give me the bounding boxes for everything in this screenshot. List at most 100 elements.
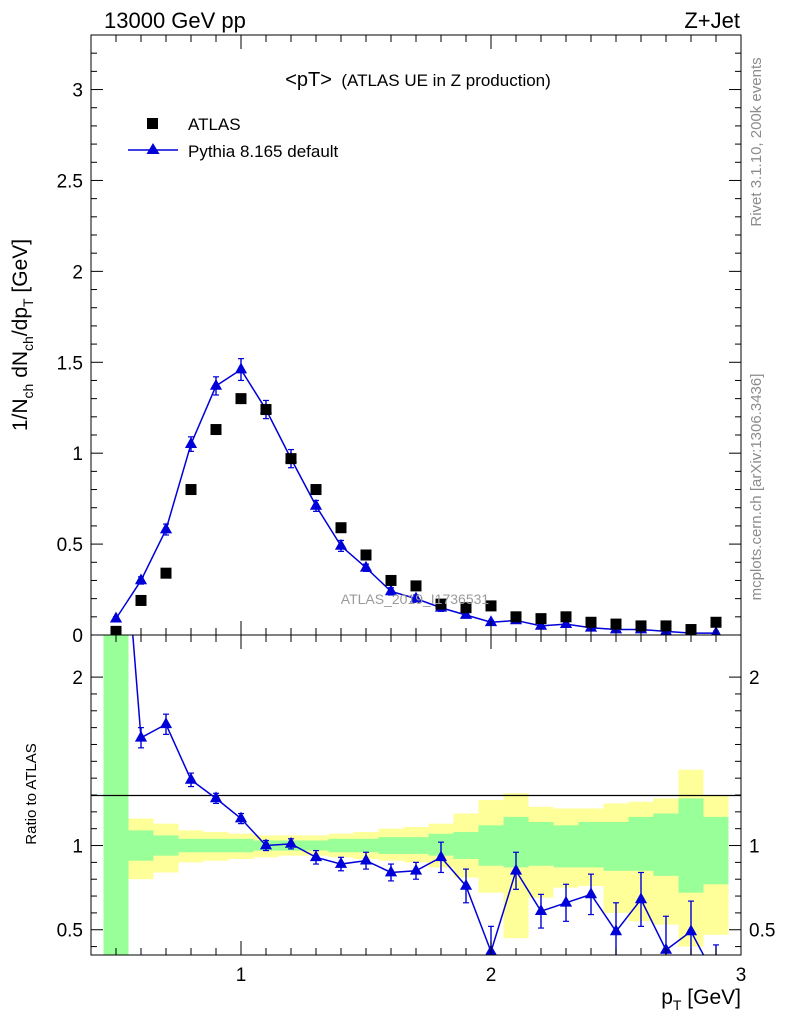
mc-point	[459, 608, 473, 619]
main-y-axis-label: 1/Nch dNch/dpT [GeV]	[9, 239, 36, 431]
mc-point	[134, 573, 148, 585]
mc-point	[334, 538, 348, 550]
main-y-tick-label: 2	[72, 262, 83, 283]
x-tick-label: 3	[736, 965, 747, 986]
ratio-band-green	[478, 825, 504, 866]
ratio-band-green	[403, 837, 429, 854]
atlas-point	[160, 567, 172, 579]
ratio-y-tick-label: 0.5	[57, 921, 83, 942]
ratio-y-tick-label: 1	[72, 837, 83, 858]
ratio-band-green	[153, 835, 179, 856]
ratio-band-green	[353, 838, 379, 853]
legend-atlas-marker	[147, 118, 158, 129]
ratio-point	[134, 730, 148, 742]
atlas-point	[710, 616, 722, 628]
ratio-band-green	[603, 821, 629, 871]
legend-mc-label: Pythia 8.165 default	[188, 142, 339, 161]
ratio-point	[184, 772, 198, 784]
mc-point	[159, 522, 173, 534]
ratio-point	[309, 850, 323, 862]
ratio-point	[559, 895, 573, 907]
ratio-point	[584, 887, 598, 899]
x-tick-label: 2	[486, 965, 497, 986]
main-panel: 0 0.5 1 1.5 2 2.5 3 <pT> (ATLAS UE in Z produc…	[9, 34, 742, 647]
mc-point	[109, 611, 123, 623]
ratio-y-tick-label-right: 0.5	[749, 921, 775, 942]
ratio-point	[259, 838, 273, 850]
ratio-band-green	[178, 838, 204, 853]
mc-point	[234, 362, 248, 374]
mc-point	[534, 618, 548, 630]
x-axis-label: pT [GeV]	[661, 986, 741, 1013]
atlas-point	[435, 598, 447, 610]
ratio-point	[509, 863, 523, 875]
ratio-band-green	[303, 840, 329, 851]
ratio-y-tick-label-right: 1	[749, 837, 760, 858]
ratio-point	[334, 857, 348, 868]
header-energy: 13000 GeV pp	[104, 8, 246, 33]
ratio-band-green	[228, 838, 254, 853]
ratio-band-green	[528, 821, 554, 866]
atlas-point	[485, 600, 497, 612]
ratio-band-green	[703, 816, 729, 885]
ratio-panel: 0.5 0.5 1 1 2 2 1 2 3 Ratio to ATLAS pT [GeV]	[23, 417, 775, 1013]
mc-point	[484, 615, 498, 627]
atlas-point	[210, 424, 222, 436]
ratio-frame	[90, 634, 742, 956]
ratio-point	[359, 853, 373, 865]
atlas-point	[310, 484, 322, 496]
rivet-label: Rivet 3.1.10, 200k events	[748, 57, 765, 226]
main-y-tick-label: 1.5	[57, 353, 83, 374]
ratio-band-green	[203, 838, 229, 853]
atlas-point	[585, 616, 597, 628]
legend-atlas-label: ATLAS	[188, 115, 241, 134]
ratio-band-green	[453, 832, 479, 859]
atlas-point	[410, 580, 422, 592]
mc-point	[559, 617, 573, 628]
ratio-point	[110, 417, 122, 428]
ratio-point	[209, 791, 223, 803]
main-y-tick-label: 0	[72, 626, 83, 647]
ratio-y-axis-label: Ratio to ATLAS	[23, 743, 40, 844]
atlas-point	[135, 594, 147, 606]
atlas-point	[385, 574, 397, 586]
main-title: <pT> (ATLAS UE in Z production)	[285, 69, 551, 91]
mcplots-label: mcplots.cern.ch [arXiv:1306.3436]	[748, 374, 765, 601]
atlas-point	[185, 484, 197, 496]
ratio-point	[434, 850, 448, 862]
mc-point	[409, 591, 423, 603]
ratio-band-green	[578, 821, 604, 868]
atlas-point	[560, 611, 572, 623]
main-y-tick-label: 2.5	[57, 171, 83, 192]
header-process: Z+Jet	[684, 8, 740, 33]
legend-mc-marker	[146, 143, 160, 154]
ratio-point	[384, 865, 398, 877]
mc-point	[184, 437, 198, 448]
ratio-point	[409, 863, 423, 875]
ratio-point	[284, 836, 298, 848]
atlas-point	[510, 611, 522, 623]
atlas-point	[335, 522, 347, 534]
atlas-point	[260, 404, 272, 416]
ratio-y-tick-label: 2	[72, 668, 83, 689]
atlas-point	[610, 618, 622, 630]
ratio-y-tick-label-right: 2	[749, 668, 760, 689]
atlas-point	[535, 613, 547, 625]
main-y-tick-label: 3	[72, 81, 83, 102]
atlas-point	[285, 453, 297, 465]
x-tick-label: 1	[236, 965, 247, 986]
atlas-point	[660, 620, 672, 632]
ratio-point	[234, 811, 248, 823]
main-subtitle: (ATLAS UE in Z production)	[341, 71, 550, 90]
main-y-tick-label: 0.5	[57, 535, 83, 556]
ratio-band-green	[553, 825, 579, 868]
ratio-band-green	[328, 838, 354, 853]
atlas-point	[635, 620, 647, 632]
mc-point	[209, 378, 223, 390]
main-title-pt: <pT>	[285, 69, 332, 91]
ratio-point	[459, 878, 473, 890]
ratio-point	[609, 924, 623, 936]
ratio-point	[534, 904, 548, 916]
mc-point	[359, 560, 373, 572]
